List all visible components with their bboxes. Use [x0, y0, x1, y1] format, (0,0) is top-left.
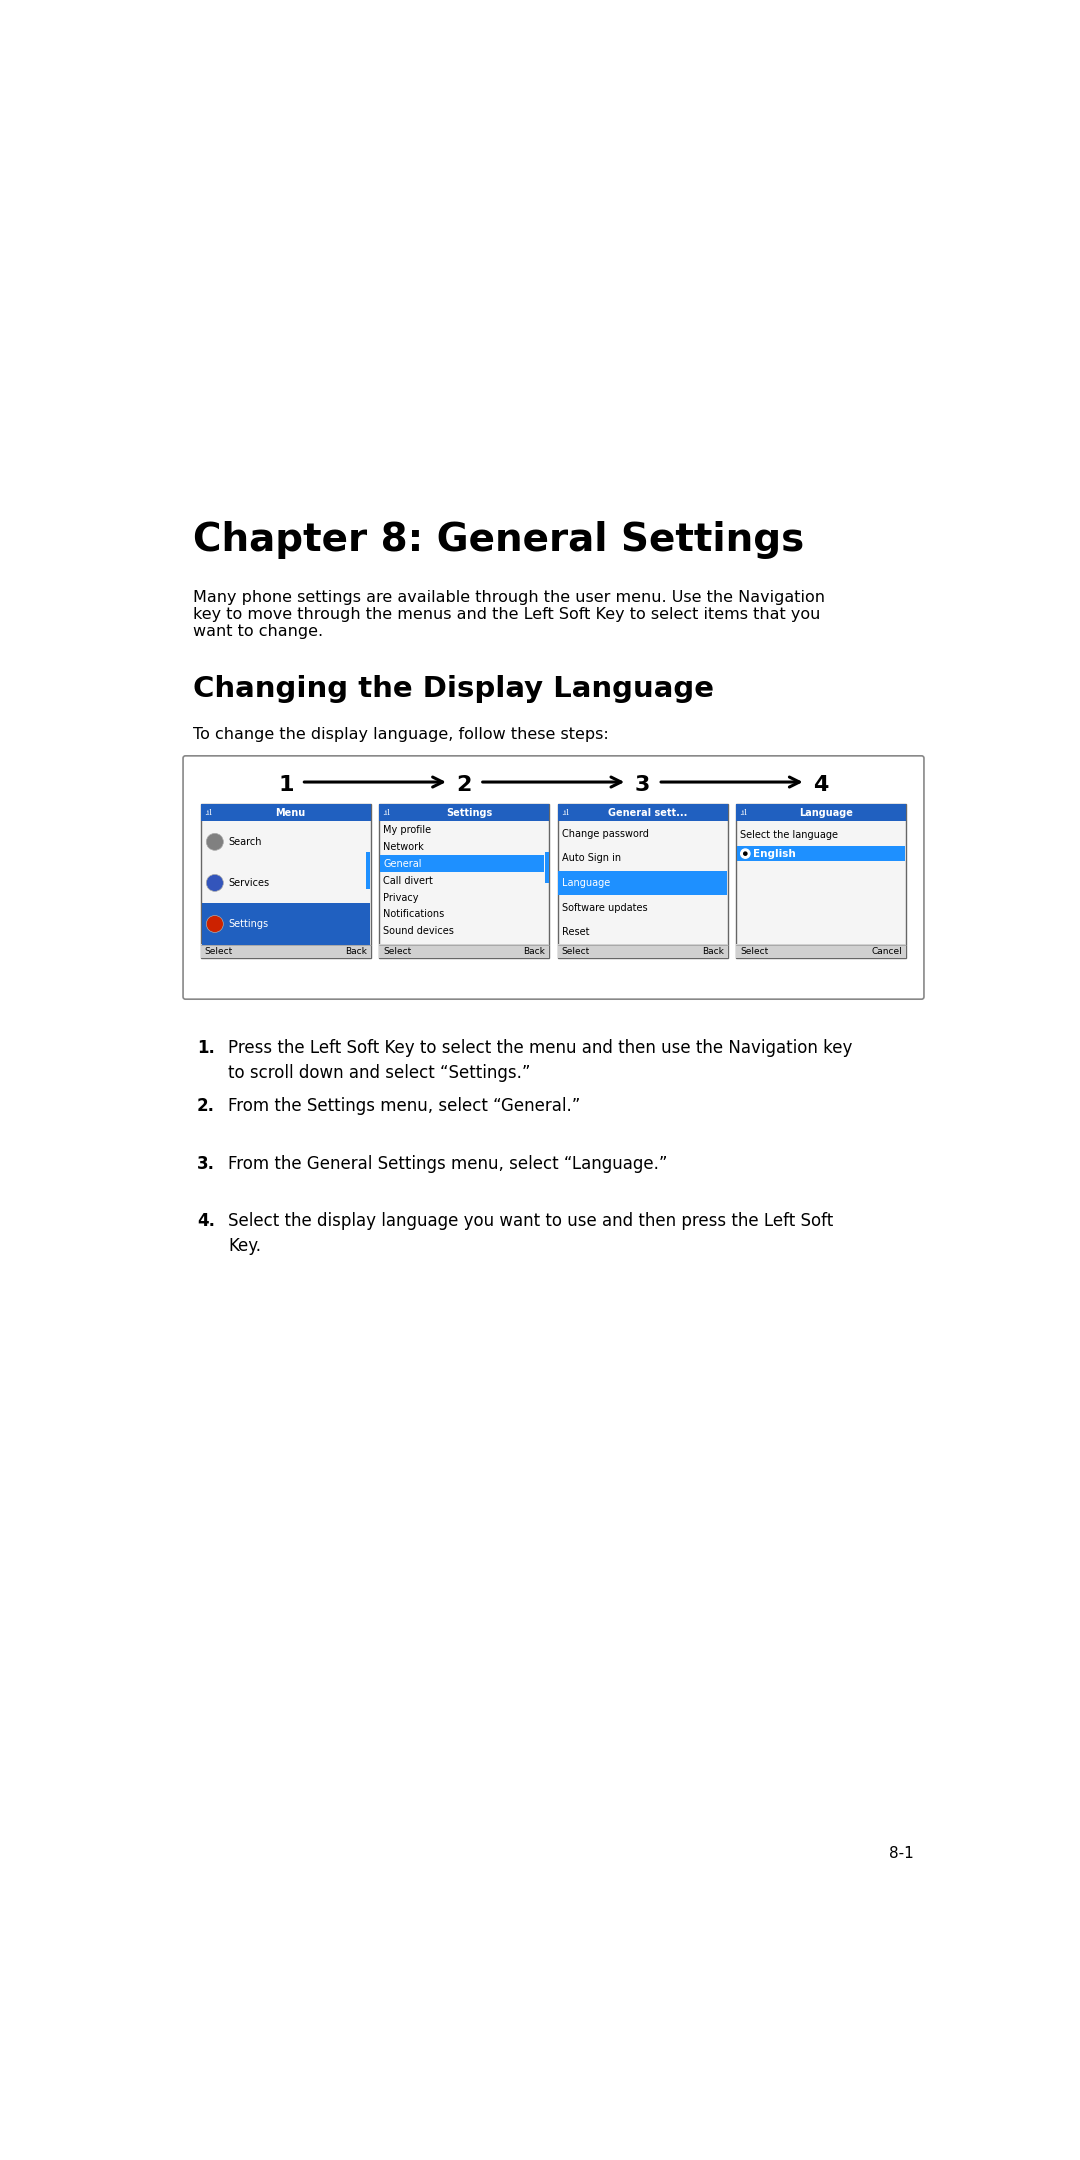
Bar	[735, 944, 906, 959]
Bar	[544, 851, 549, 883]
Bar	[379, 804, 550, 959]
Text: Settings: Settings	[228, 918, 268, 929]
Text: Select: Select	[383, 946, 411, 957]
Text: Call divert: Call divert	[383, 875, 433, 886]
Text: Press the Left Soft Key to select the menu and then use the Navigation key
to sc: Press the Left Soft Key to select the me…	[228, 1039, 852, 1082]
Text: 4.: 4.	[197, 1212, 215, 1231]
Text: 1.: 1.	[197, 1039, 215, 1056]
Bar	[202, 903, 370, 944]
Text: From the Settings menu, select “General.”: From the Settings menu, select “General.…	[228, 1097, 580, 1115]
Text: Changing the Display Language: Changing the Display Language	[193, 674, 714, 702]
Text: From the General Settings menu, select “Language.”: From the General Settings menu, select “…	[228, 1156, 667, 1173]
Bar	[379, 804, 550, 821]
Text: General: General	[383, 860, 421, 868]
Text: Reset: Reset	[562, 927, 589, 937]
Text: Sound devices: Sound devices	[383, 927, 454, 937]
Text: Network: Network	[383, 842, 423, 851]
Bar	[735, 804, 906, 821]
Text: General sett...: General sett...	[608, 808, 687, 819]
Text: Select the language: Select the language	[740, 829, 838, 840]
Text: Back: Back	[524, 946, 545, 957]
Text: 4: 4	[813, 775, 828, 795]
Text: Many phone settings are available through the user menu. Use the Navigation: Many phone settings are available throug…	[193, 590, 825, 605]
Text: English: English	[753, 849, 796, 860]
Text: .il: .il	[204, 808, 212, 816]
Text: 1: 1	[279, 775, 294, 795]
Text: Back: Back	[346, 946, 367, 957]
Text: Privacy: Privacy	[383, 892, 419, 903]
Text: want to change.: want to change.	[193, 624, 323, 639]
Bar	[557, 944, 728, 959]
Text: To change the display language, follow these steps:: To change the display language, follow t…	[193, 728, 609, 743]
Text: 8-1: 8-1	[889, 1847, 914, 1860]
Bar	[380, 855, 544, 873]
Bar	[379, 944, 550, 959]
Circle shape	[743, 851, 747, 855]
Bar	[201, 944, 372, 959]
Text: 2: 2	[457, 775, 472, 795]
Text: Select the display language you want to use and then press the Left Soft
Key.: Select the display language you want to …	[228, 1212, 834, 1255]
Bar	[558, 870, 727, 894]
Circle shape	[741, 849, 750, 858]
Text: Change password: Change password	[562, 829, 648, 838]
Text: Select: Select	[562, 946, 590, 957]
Text: Select: Select	[205, 946, 233, 957]
Text: key to move through the menus and the Left Soft Key to select items that you: key to move through the menus and the Le…	[193, 607, 821, 622]
Bar	[557, 804, 728, 959]
Text: Chapter 8: General Settings: Chapter 8: General Settings	[193, 521, 805, 559]
Text: .il: .il	[561, 808, 569, 816]
Text: Language: Language	[562, 877, 610, 888]
Text: Settings: Settings	[446, 808, 492, 819]
Text: Menu: Menu	[275, 808, 306, 819]
Text: Select: Select	[740, 946, 768, 957]
FancyBboxPatch shape	[183, 756, 924, 1000]
Text: .il: .il	[382, 808, 390, 816]
Text: 3.: 3.	[197, 1156, 215, 1173]
Text: 2.: 2.	[197, 1097, 215, 1115]
Circle shape	[206, 834, 224, 851]
Bar	[737, 847, 905, 862]
Text: Software updates: Software updates	[562, 903, 647, 912]
Text: Auto Sign in: Auto Sign in	[562, 853, 621, 864]
Circle shape	[206, 916, 224, 933]
Text: Services: Services	[228, 877, 269, 888]
Text: .il: .il	[739, 808, 747, 816]
Text: Back: Back	[702, 946, 724, 957]
Text: 3: 3	[635, 775, 650, 795]
Bar	[735, 804, 906, 959]
Bar	[201, 804, 372, 959]
Bar	[366, 851, 370, 890]
Text: Notifications: Notifications	[383, 909, 444, 920]
Text: My profile: My profile	[383, 825, 431, 834]
Text: Search: Search	[228, 836, 261, 847]
Bar	[201, 804, 372, 821]
Bar	[557, 804, 728, 821]
Text: Cancel: Cancel	[872, 946, 902, 957]
Text: Language: Language	[799, 808, 852, 819]
Circle shape	[206, 875, 224, 892]
